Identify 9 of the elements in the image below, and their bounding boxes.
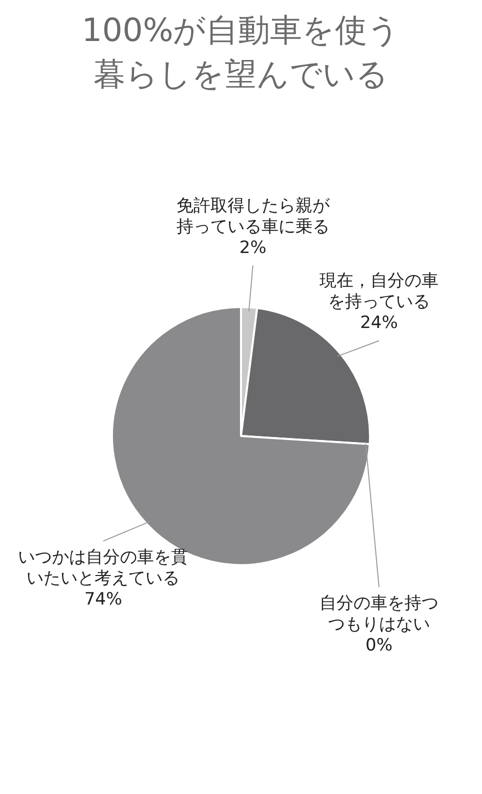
category-label: 自分の車を持つつもりはない [320,593,438,634]
data-label: 74% [84,589,122,610]
data-label: 24% [360,313,398,334]
slice-label: いつかは自分の車を貫いたいと考えている [18,547,188,588]
chart-title: 100%が自動車を使う暮らしを望んでいる [80,10,402,95]
slice-label: 現在，自分の車を持っている [320,271,438,312]
slice-label: 免許取得したら親が持っている車に乗る [176,196,330,237]
text: 0% [366,635,392,656]
data-label: 2% [239,238,266,258]
